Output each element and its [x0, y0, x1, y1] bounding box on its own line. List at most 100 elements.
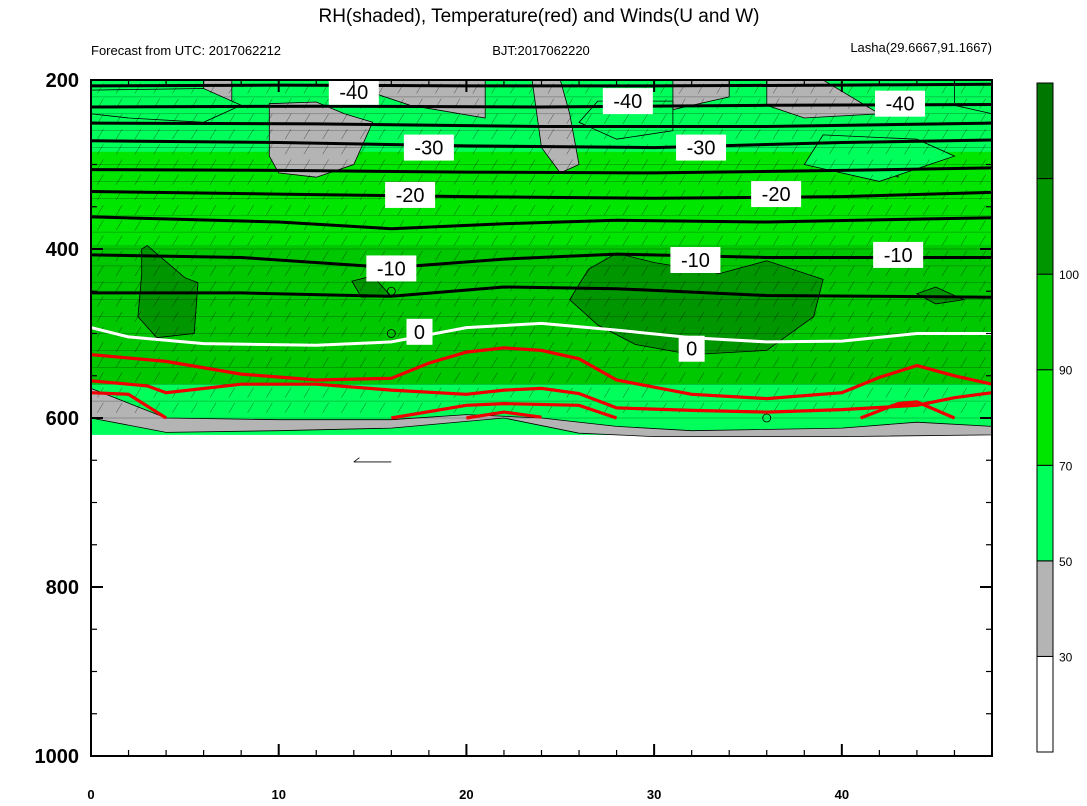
wind-barb [716, 174, 724, 185]
wind-barb [754, 341, 761, 353]
wind-barb [97, 174, 104, 185]
wind-barb [491, 235, 498, 246]
wind-barb [191, 174, 198, 185]
isotherm-label-bg [366, 255, 417, 282]
wind-barb [735, 357, 742, 368]
wind-barb [97, 128, 104, 140]
wind-barb [359, 357, 367, 368]
wind-barb [885, 128, 892, 140]
wind-barb [716, 341, 724, 353]
wind-barb [904, 341, 911, 353]
wind-barb [829, 159, 836, 170]
wind-barb [791, 98, 799, 109]
wind-barb [697, 326, 705, 337]
wind-barb [341, 281, 348, 292]
wind-barb [322, 402, 329, 413]
wind-barb [341, 159, 348, 170]
wind-barb [791, 113, 799, 124]
wind-barb [923, 144, 930, 155]
station-label: Lasha(29.6667,91.1667) [850, 40, 992, 55]
wind-barb [115, 296, 123, 307]
wind-barb [829, 311, 836, 322]
wind-barb [848, 144, 855, 155]
wind-barb [172, 311, 179, 322]
wind-barb [284, 159, 292, 170]
wind-barb [566, 159, 573, 170]
wind-barb [284, 296, 292, 307]
wind-barb [923, 311, 930, 322]
wind-barb [697, 372, 705, 383]
wind-barb [735, 235, 742, 246]
wind-barb [547, 357, 555, 368]
wind-barb [209, 311, 217, 322]
x-tick-label: 40 [835, 787, 849, 802]
wind-barb [754, 372, 761, 383]
isotherm-label: -10 [884, 245, 913, 267]
wind-barb [322, 326, 329, 337]
wind-barb [266, 357, 273, 368]
colorbar-box [1036, 464, 1054, 562]
wind-barb [303, 250, 311, 261]
wind-barb [960, 265, 968, 277]
wind-barb [829, 144, 836, 155]
wind-barb [941, 220, 949, 231]
wind-barb [641, 372, 648, 383]
wind-barb [97, 205, 104, 216]
wind-barb [341, 174, 348, 185]
isotherm-label-bg [406, 318, 433, 345]
wind-barb [866, 281, 874, 292]
wind-barb [923, 128, 930, 140]
wind-barb [810, 341, 817, 353]
wind-barb [172, 205, 179, 216]
wind-barb [547, 235, 555, 246]
wind-barb [941, 144, 949, 155]
isotherm-label: -20 [396, 185, 425, 207]
wind-barb [960, 128, 968, 140]
wind-barb [923, 387, 930, 398]
wind-barb [341, 357, 348, 368]
wind-barb [754, 357, 761, 368]
wind-barb [585, 113, 592, 124]
wind-barb [341, 205, 348, 216]
wind-barb [378, 159, 386, 170]
wind-barb [585, 174, 592, 185]
wind-barb [491, 326, 498, 337]
wind-barb [303, 128, 311, 140]
wind-barb [810, 144, 817, 155]
wind-barb [885, 357, 892, 368]
wind-barb [791, 144, 799, 155]
wind-barb [810, 174, 817, 185]
wind-barb [491, 296, 498, 307]
wind-barb [754, 235, 761, 246]
wind-barb [622, 311, 630, 322]
wind-barb [284, 265, 292, 277]
wind-barb [641, 128, 648, 140]
wind-barb [353, 457, 360, 463]
colorbar-label: 70 [1059, 459, 1073, 473]
wind-barb [491, 281, 498, 292]
wind-barb [453, 235, 461, 246]
wind-barb [397, 296, 404, 307]
wind-barb [266, 265, 273, 277]
rh-band [91, 244, 992, 385]
wind-barb [134, 144, 142, 155]
wind-barb [228, 281, 235, 292]
plot-area: -40 -40 -40-30 -30-20 -20-10 -10 -1000 2004006… [35, 70, 993, 802]
wind-barb [322, 174, 329, 185]
wind-barb [115, 128, 123, 140]
wind-barb [754, 311, 761, 322]
wind-barb [491, 265, 498, 277]
wind-barb [247, 326, 254, 337]
calm-marker [386, 329, 396, 338]
wind-barb [566, 311, 573, 322]
wind-barb [528, 372, 536, 383]
wind-barb [134, 128, 142, 140]
wind-barb [810, 128, 817, 140]
wind-barb [115, 159, 123, 170]
wind-barb [191, 220, 198, 231]
wind-barb [754, 296, 761, 307]
wind-barb [941, 341, 949, 353]
colorbar-label: 90 [1059, 364, 1073, 378]
wind-barb [660, 265, 667, 277]
wind-barb [209, 402, 217, 413]
